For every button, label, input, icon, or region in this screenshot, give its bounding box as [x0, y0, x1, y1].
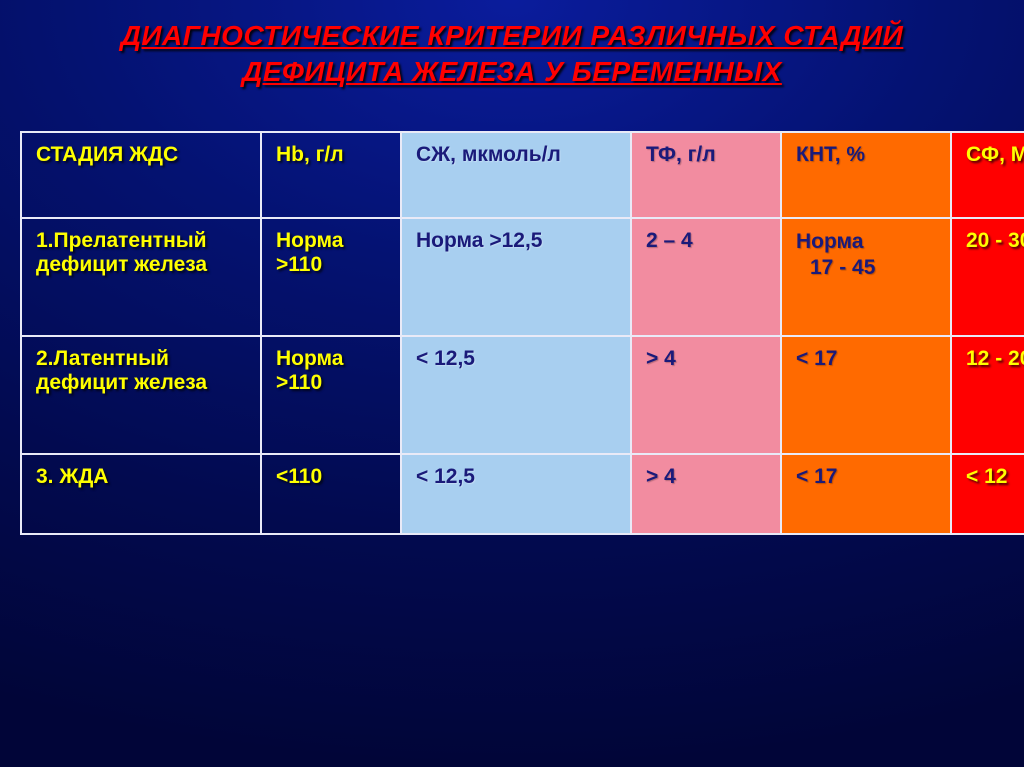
col-header-sz: СЖ, мкмоль/л — [401, 132, 631, 218]
cell-stage: 3. ЖДА — [21, 454, 261, 534]
cell-sf: 12 - 20 — [951, 336, 1024, 454]
table-row: 3. ЖДА <110 < 12,5 > 4 < 17 < 12 — [21, 454, 1024, 534]
cell-hb: Норма >110 — [261, 218, 401, 336]
cell-stage: 1.Прелатентный дефицит железа — [21, 218, 261, 336]
table-row: 1.Прелатентный дефицит железа Норма >110… — [21, 218, 1024, 336]
table-row: 2.Латентный дефицит железа Норма >110 < … — [21, 336, 1024, 454]
col-header-sf: СФ, Мкг/л — [951, 132, 1024, 218]
cell-knt-line1: Норма — [796, 230, 863, 253]
cell-tf: > 4 — [631, 336, 781, 454]
cell-sf: < 12 — [951, 454, 1024, 534]
cell-knt: Норма 17 - 45 — [781, 218, 951, 336]
cell-sz: < 12,5 — [401, 336, 631, 454]
cell-knt: < 17 — [781, 454, 951, 534]
criteria-table-container: СТАДИЯ ЖДС Hb, г/л СЖ, мкмоль/л ТФ, г/л … — [0, 91, 1024, 535]
cell-knt: < 17 — [781, 336, 951, 454]
table-header-row: СТАДИЯ ЖДС Hb, г/л СЖ, мкмоль/л ТФ, г/л … — [21, 132, 1024, 218]
col-header-tf: ТФ, г/л — [631, 132, 781, 218]
criteria-table: СТАДИЯ ЖДС Hb, г/л СЖ, мкмоль/л ТФ, г/л … — [20, 131, 1024, 535]
cell-sf: 20 - 30 — [951, 218, 1024, 336]
cell-knt-line2: 17 - 45 — [796, 255, 936, 281]
cell-hb: Норма >110 — [261, 336, 401, 454]
cell-sz: Норма >12,5 — [401, 218, 631, 336]
cell-tf: > 4 — [631, 454, 781, 534]
col-header-knt: КНТ, % — [781, 132, 951, 218]
cell-sz: < 12,5 — [401, 454, 631, 534]
page-title: ДИАГНОСТИЧЕСКИЕ КРИТЕРИИ РАЗЛИЧНЫХ СТАДИ… — [0, 0, 1024, 91]
cell-stage: 2.Латентный дефицит железа — [21, 336, 261, 454]
cell-hb: <110 — [261, 454, 401, 534]
col-header-stage: СТАДИЯ ЖДС — [21, 132, 261, 218]
cell-tf: 2 – 4 — [631, 218, 781, 336]
col-header-hb: Hb, г/л — [261, 132, 401, 218]
